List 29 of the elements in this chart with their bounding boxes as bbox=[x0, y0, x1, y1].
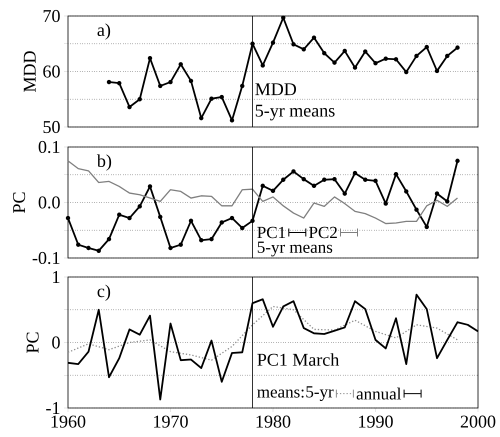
legend-label: 5-yr bbox=[306, 386, 334, 402]
annotation: PC1 March bbox=[257, 353, 340, 366]
y-axis-title: PC bbox=[13, 192, 26, 213]
legend-title: means: bbox=[257, 389, 304, 398]
y-tick-label: 0.1 bbox=[38, 140, 60, 154]
legend-label: PC1 bbox=[257, 226, 286, 238]
y-tick-label: 60 bbox=[43, 65, 60, 78]
legend-label: annual bbox=[356, 388, 402, 400]
y-tick-label: -1 bbox=[46, 402, 60, 414]
annotation: b) bbox=[96, 154, 112, 171]
legend-label: PC2 bbox=[308, 226, 337, 238]
y-axis-title: MDD bbox=[24, 51, 36, 92]
annotation: a) bbox=[98, 23, 110, 40]
y-tick-label: 70 bbox=[44, 10, 60, 22]
annotation: 5-yr means bbox=[256, 104, 335, 120]
y-tick-label: 1 bbox=[53, 271, 60, 283]
x-tick-label: 1990 bbox=[359, 416, 393, 428]
y-tick-label: -0.1 bbox=[32, 252, 60, 264]
x-tick-label: 2000 bbox=[460, 416, 496, 428]
x-tick-label: 1960 bbox=[52, 416, 86, 428]
y-axis-title: PC bbox=[26, 332, 39, 353]
x-tick-label: 1980 bbox=[256, 416, 290, 428]
legend-title: 5-yr means bbox=[258, 242, 332, 256]
y-tick-label: 50 bbox=[44, 120, 60, 134]
x-tick-label: 1970 bbox=[154, 416, 188, 428]
annotation: MDD bbox=[255, 83, 296, 96]
y-tick-label: 0.0 bbox=[38, 196, 60, 209]
annotation: c) bbox=[98, 284, 110, 301]
y-tick-label: 0 bbox=[52, 336, 60, 349]
